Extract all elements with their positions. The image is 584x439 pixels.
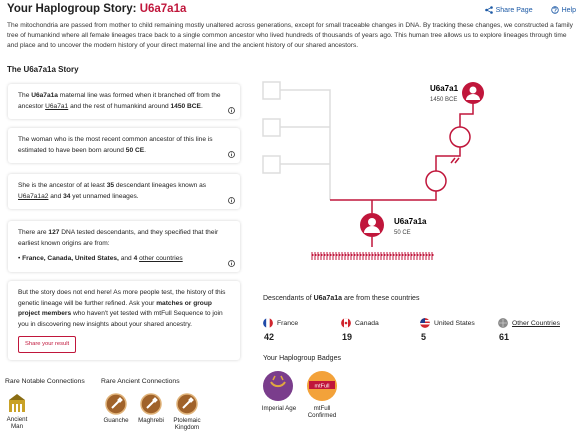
info-icon[interactable] — [228, 151, 235, 158]
story-card: The woman who is the most recent common … — [8, 128, 240, 163]
page-title: Your Haplogroup Story: U6a7a1a — [7, 3, 186, 15]
help-text: Help — [561, 6, 576, 14]
text: and — [48, 192, 64, 200]
tree-node — [425, 170, 447, 192]
tree-lines — [262, 81, 331, 200]
share-link[interactable]: Share Page — [484, 6, 533, 14]
info-icon[interactable] — [228, 197, 235, 204]
text: . — [144, 146, 146, 154]
text: U6a7a1a — [313, 295, 343, 302]
tree-lineage — [330, 103, 474, 213]
mtfull-badge: mtFull — [307, 371, 337, 401]
badge-label: mtFull Confirmed — [307, 405, 337, 419]
info-icon[interactable] — [228, 259, 235, 267]
country-count: 19 — [342, 332, 353, 342]
shovel-icon — [176, 393, 198, 415]
country-name: France — [277, 319, 299, 327]
node-label: U6a7a1 — [430, 84, 459, 93]
badges-title: Your Haplogroup Badges — [263, 355, 341, 362]
ancient-title: Rare Ancient Connections — [101, 378, 180, 385]
text: Descendants of — [263, 295, 314, 302]
help-link[interactable]: Help — [550, 6, 576, 14]
link[interactable]: U6a7a1a2 — [18, 192, 49, 200]
descendant-ticks — [311, 252, 433, 260]
text: The — [18, 92, 32, 99]
text: are from these countries — [342, 295, 420, 302]
imperial-badge — [263, 371, 293, 401]
ancient-label: Ptolemaic Kingdom — [173, 417, 201, 431]
node-date: 1450 BCE — [430, 97, 457, 103]
country-count: 61 — [499, 332, 510, 342]
text: 34 — [63, 192, 71, 200]
info-icon[interactable] — [228, 107, 235, 114]
story-title: The U6a7a1a Story — [7, 65, 79, 74]
flag — [498, 318, 508, 328]
country: France — [263, 318, 298, 328]
node-label: U6a7a1a — [394, 217, 427, 226]
badge-label: Imperial Age — [261, 405, 297, 412]
top-links: Share Page Help — [484, 6, 576, 14]
country-count: 5 — [421, 332, 427, 342]
notable-title: Rare Notable Connections — [5, 378, 85, 385]
text: maternal line was formed when it branche… — [18, 92, 221, 110]
text: But the story does not end here! As more… — [18, 289, 226, 307]
text: . — [200, 102, 203, 110]
text: DNA tested descendants, and they specifi… — [18, 229, 219, 247]
flag — [420, 318, 430, 328]
share-button[interactable]: Share your result — [18, 336, 77, 353]
text: yet unnamed lineages. — [70, 192, 139, 200]
ancient-label: Guanche — [103, 417, 129, 424]
country: United States — [420, 318, 475, 328]
story-card: The U6a7a1a maternal line was formed whe… — [8, 84, 240, 119]
share-icon — [484, 6, 493, 14]
intro: The mitochondria are passed from mother … — [7, 22, 573, 49]
tree-node — [449, 126, 471, 148]
text: There are — [18, 229, 49, 236]
lineage-tree: U6a7a1 1450 BCE U6a7a1a 50 CE — [262, 81, 484, 256]
text: matches or group project members — [18, 299, 212, 318]
badge-icons: mtFull — [263, 371, 337, 401]
link[interactable]: U6a7a1 — [45, 102, 69, 110]
country-name: United States — [434, 319, 475, 327]
country-name: Other Countries — [512, 319, 560, 327]
text: 50 CE — [125, 146, 145, 154]
link[interactable]: other countries — [139, 255, 183, 262]
share-text: Share Page — [495, 6, 533, 14]
ancient-man-icon — [9, 394, 25, 412]
text: The woman who is the most recent common … — [18, 136, 213, 154]
text: She is the ancestor of at least — [18, 182, 107, 189]
country-count: 42 — [264, 332, 275, 342]
node-date: 50 CE — [394, 230, 411, 236]
country[interactable]: Other Countries — [498, 318, 560, 328]
help-icon — [550, 6, 559, 14]
story-card: She is the ancestor of at least 35 desce… — [8, 174, 240, 209]
bullet: • France, Canada, United States, and 4 o… — [18, 255, 183, 262]
notable-label: Ancient Man — [6, 416, 28, 430]
shovel-icon — [140, 393, 162, 415]
text: U6a7a1a — [31, 92, 58, 99]
descendants-heading: Descendants of U6a7a1a are from these co… — [263, 295, 419, 302]
text: 1450 BCE — [170, 102, 201, 110]
text: and the rest of humankind around — [68, 102, 171, 110]
text: 35 — [106, 182, 115, 189]
title-text: Your Haplogroup Story: — [7, 3, 137, 15]
ancient-icons — [105, 393, 198, 415]
country-name: Canada — [355, 319, 379, 327]
country: Canada — [341, 318, 379, 328]
text: and — [118, 255, 134, 262]
text: 127 — [48, 229, 60, 236]
story-card: There are 127 DNA tested descendants, an… — [8, 221, 240, 272]
text: 4 — [133, 255, 138, 262]
flag — [341, 318, 351, 328]
title-haplogroup: U6a7a1a — [139, 3, 187, 15]
badge-icon-text: mtFull — [315, 384, 330, 390]
flag — [263, 318, 273, 328]
shovel-icon — [105, 393, 127, 415]
ancient-label: Maghrebi — [138, 417, 164, 424]
text: France, Canada, United States, — [22, 255, 119, 262]
text: who haven't yet tested with mtFull Seque… — [18, 310, 223, 328]
text: descendant lineages known as — [114, 182, 207, 189]
story-card: But the story does not end here! As more… — [8, 281, 240, 360]
